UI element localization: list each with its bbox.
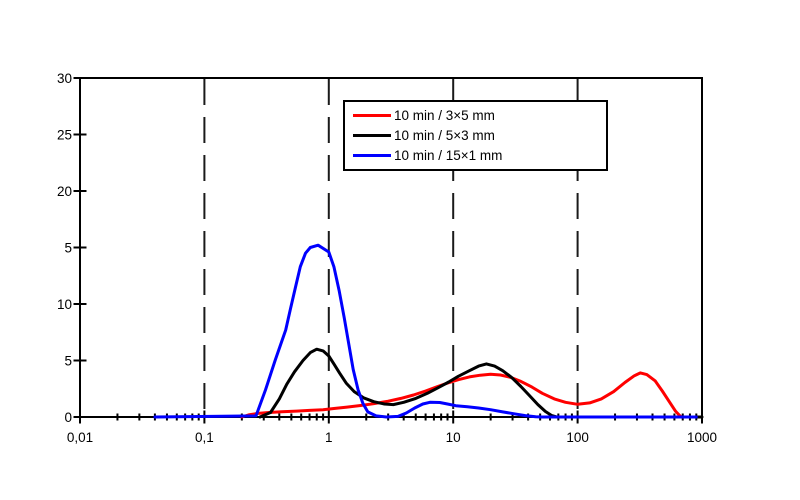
legend-swatch-red-line: [353, 113, 391, 117]
x-axis-tick-label: 1: [325, 430, 333, 445]
y-axis-tick-label: 30: [57, 71, 72, 86]
x-axis-tick-label: 0,01: [67, 430, 93, 445]
y-axis-tick-label: 25: [57, 128, 72, 143]
legend-label: 10 min / 3×5 mm: [394, 107, 495, 123]
y-axis-tick-label: 10: [57, 297, 72, 312]
legend-label: 10 min / 15×1 mm: [394, 147, 503, 163]
legend-item-blue: 10 min / 15×1 mm: [353, 149, 606, 163]
x-axis-tick-label: 10: [446, 430, 461, 445]
legend-item-black: 10 min / 5×3 mm: [353, 129, 606, 143]
y-axis-tick-label: 5: [64, 354, 72, 369]
legend-item-red: 10 min / 3×5 mm: [353, 109, 606, 123]
legend-swatch-blue-line: [353, 154, 391, 158]
series-line-blue: [153, 243, 698, 419]
series-line-black: [258, 347, 704, 419]
y-axis-tick-label: 0: [64, 410, 72, 425]
x-axis-tick-label: 0,1: [195, 430, 214, 445]
legend: 10 min / 3×5 mm 10 min / 5×3 mm 10 min /…: [343, 100, 608, 171]
legend-label: 10 min / 5×3 mm: [394, 127, 495, 143]
series-line-red: [240, 371, 684, 419]
x-axis-tick-label: 1000: [687, 430, 717, 445]
legend-swatch-black-line: [353, 134, 391, 137]
x-axis-tick-label: 100: [566, 430, 589, 445]
y-axis-tick-label: 5: [64, 241, 72, 256]
y-axis-tick-label: 20: [57, 184, 72, 199]
